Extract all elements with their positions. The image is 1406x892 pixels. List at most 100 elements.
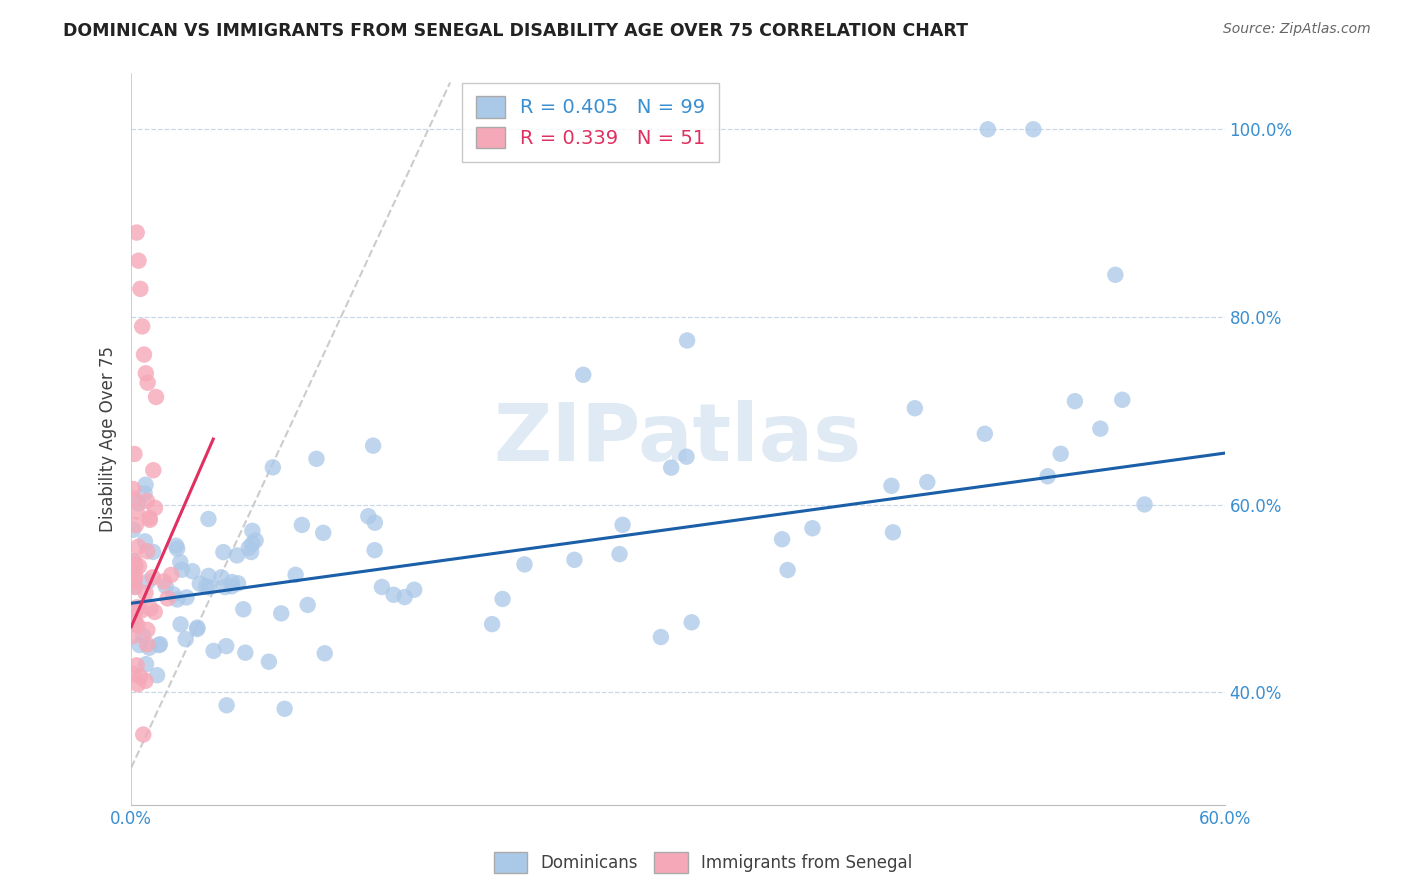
Point bbox=[1111, 392, 1133, 407]
Point bbox=[128, 559, 150, 574]
Point bbox=[125, 226, 148, 240]
Point bbox=[1090, 422, 1112, 436]
Point bbox=[134, 673, 156, 688]
Point bbox=[134, 534, 156, 549]
Point bbox=[122, 482, 145, 496]
Point bbox=[135, 657, 157, 672]
Point bbox=[181, 564, 204, 578]
Point bbox=[136, 376, 159, 390]
Point bbox=[1133, 498, 1156, 512]
Text: DOMINICAN VS IMMIGRANTS FROM SENEGAL DISABILITY AGE OVER 75 CORRELATION CHART: DOMINICAN VS IMMIGRANTS FROM SENEGAL DIS… bbox=[63, 22, 969, 40]
Point bbox=[564, 553, 586, 567]
Point bbox=[609, 547, 631, 561]
Y-axis label: Disability Age Over 75: Disability Age Over 75 bbox=[100, 346, 117, 532]
Point bbox=[977, 122, 1000, 136]
Point bbox=[245, 533, 267, 548]
Point bbox=[135, 367, 157, 381]
Point bbox=[125, 518, 148, 533]
Point bbox=[128, 496, 150, 510]
Point bbox=[394, 590, 416, 604]
Point bbox=[273, 702, 295, 716]
Point bbox=[801, 521, 824, 535]
Point bbox=[139, 513, 162, 527]
Point bbox=[197, 512, 219, 526]
Point bbox=[142, 463, 165, 477]
Point bbox=[214, 580, 236, 594]
Point bbox=[262, 460, 284, 475]
Point bbox=[676, 334, 699, 348]
Point bbox=[904, 401, 927, 416]
Point bbox=[142, 570, 165, 584]
Point bbox=[232, 602, 254, 616]
Point bbox=[770, 533, 793, 547]
Point bbox=[136, 494, 159, 508]
Point bbox=[197, 569, 219, 583]
Point bbox=[160, 567, 183, 582]
Point bbox=[131, 319, 153, 334]
Point bbox=[136, 544, 159, 558]
Point bbox=[361, 439, 384, 453]
Point bbox=[675, 450, 697, 464]
Point bbox=[209, 570, 232, 584]
Point bbox=[312, 525, 335, 540]
Point bbox=[125, 600, 148, 615]
Point bbox=[162, 587, 184, 601]
Point bbox=[132, 727, 155, 741]
Point bbox=[363, 543, 385, 558]
Point bbox=[132, 629, 155, 643]
Point bbox=[122, 491, 145, 506]
Point bbox=[238, 541, 260, 555]
Point bbox=[129, 604, 152, 618]
Point bbox=[240, 537, 263, 551]
Point bbox=[776, 563, 799, 577]
Point bbox=[215, 698, 238, 713]
Point bbox=[1036, 469, 1059, 483]
Point bbox=[152, 574, 174, 589]
Point bbox=[166, 592, 188, 607]
Point bbox=[124, 558, 146, 572]
Point bbox=[166, 541, 188, 556]
Point bbox=[212, 545, 235, 559]
Point bbox=[146, 668, 169, 682]
Point bbox=[364, 516, 387, 530]
Point bbox=[136, 574, 159, 589]
Point bbox=[142, 545, 165, 559]
Point bbox=[122, 667, 145, 681]
Point bbox=[221, 574, 243, 589]
Point bbox=[242, 524, 264, 538]
Point bbox=[1104, 268, 1126, 282]
Point bbox=[650, 630, 672, 644]
Point bbox=[125, 658, 148, 673]
Point bbox=[138, 640, 160, 655]
Point bbox=[124, 554, 146, 568]
Point bbox=[155, 579, 177, 593]
Point bbox=[186, 622, 208, 636]
Point bbox=[382, 588, 405, 602]
Point bbox=[226, 576, 249, 591]
Point bbox=[233, 646, 256, 660]
Point bbox=[491, 591, 513, 606]
Point bbox=[284, 567, 307, 582]
Point bbox=[125, 504, 148, 518]
Point bbox=[174, 632, 197, 647]
Point bbox=[202, 644, 225, 658]
Point bbox=[143, 605, 166, 619]
Point bbox=[128, 253, 150, 268]
Point bbox=[122, 554, 145, 568]
Point bbox=[305, 451, 328, 466]
Point bbox=[297, 598, 319, 612]
Point bbox=[1064, 394, 1087, 409]
Point bbox=[880, 479, 903, 493]
Point bbox=[138, 511, 160, 525]
Legend: Dominicans, Immigrants from Senegal: Dominicans, Immigrants from Senegal bbox=[486, 846, 920, 880]
Point bbox=[134, 486, 156, 500]
Point bbox=[122, 614, 145, 628]
Point bbox=[572, 368, 595, 382]
Point bbox=[124, 616, 146, 631]
Point bbox=[124, 604, 146, 618]
Point bbox=[132, 347, 155, 361]
Point bbox=[124, 572, 146, 586]
Point bbox=[124, 615, 146, 629]
Point bbox=[188, 576, 211, 591]
Point bbox=[143, 500, 166, 515]
